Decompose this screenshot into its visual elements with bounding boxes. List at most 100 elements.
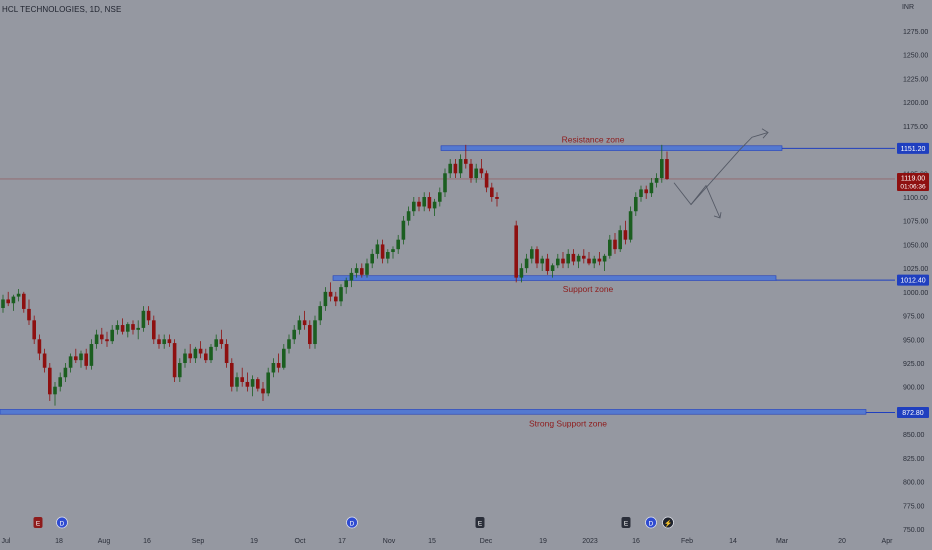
- candle-up[interactable]: [58, 377, 62, 387]
- candle-down[interactable]: [514, 225, 518, 278]
- candle-down[interactable]: [256, 379, 260, 389]
- candle-down[interactable]: [245, 381, 250, 387]
- symbol-title[interactable]: HCL TECHNOLOGIES, 1D, NSE: [2, 5, 122, 14]
- candle-up[interactable]: [634, 197, 638, 212]
- candle-down[interactable]: [571, 253, 576, 262]
- candle-down[interactable]: [261, 388, 265, 394]
- candle-up[interactable]: [654, 178, 659, 183]
- candle-up[interactable]: [576, 255, 581, 262]
- candle-up[interactable]: [89, 344, 94, 366]
- candle-down[interactable]: [188, 353, 192, 359]
- candle-up[interactable]: [323, 291, 328, 307]
- candle-down[interactable]: [302, 320, 307, 326]
- candle-down[interactable]: [224, 344, 229, 363]
- candle-down[interactable]: [535, 249, 539, 264]
- candle-down[interactable]: [131, 324, 135, 330]
- candle-up[interactable]: [282, 348, 286, 368]
- candle-up[interactable]: [16, 293, 21, 297]
- dividend-icon[interactable]: [346, 516, 358, 529]
- candle-down[interactable]: [22, 293, 26, 309]
- dividend-icon[interactable]: [56, 516, 68, 529]
- candle-down[interactable]: [453, 163, 458, 174]
- candle-down[interactable]: [484, 173, 489, 188]
- candle-up[interactable]: [438, 192, 442, 202]
- zone-rect[interactable]: [440, 145, 783, 151]
- last-price-tag[interactable]: [897, 172, 929, 191]
- candle-up[interactable]: [519, 268, 524, 278]
- candle-up[interactable]: [178, 363, 182, 378]
- candle-down[interactable]: [479, 168, 484, 174]
- projection-up-arrow[interactable]: [673, 132, 769, 206]
- candle-up[interactable]: [141, 310, 146, 328]
- candle-down[interactable]: [37, 339, 42, 354]
- candle-up[interactable]: [339, 287, 343, 302]
- candle-up[interactable]: [448, 163, 452, 174]
- candle-up[interactable]: [365, 263, 369, 275]
- candle-up[interactable]: [406, 211, 411, 221]
- candle-up[interactable]: [193, 348, 198, 359]
- candle-up[interactable]: [318, 306, 322, 321]
- candle-down[interactable]: [167, 339, 172, 344]
- candle-up[interactable]: [266, 372, 270, 394]
- candle-up[interactable]: [566, 253, 570, 264]
- candle-up[interactable]: [68, 356, 73, 368]
- candle-down[interactable]: [105, 339, 109, 342]
- candle-down[interactable]: [495, 197, 499, 199]
- candle-up[interactable]: [618, 230, 622, 250]
- candle-down[interactable]: [328, 291, 333, 297]
- candle-up[interactable]: [313, 320, 317, 345]
- candle-up[interactable]: [391, 249, 395, 253]
- candle-up[interactable]: [183, 353, 187, 363]
- candle-up[interactable]: [162, 339, 166, 345]
- candle-up[interactable]: [602, 255, 607, 262]
- candle-up[interactable]: [63, 367, 68, 378]
- candle-up[interactable]: [432, 201, 437, 209]
- candle-down[interactable]: [100, 334, 104, 340]
- candle-up[interactable]: [556, 258, 560, 266]
- candle-down[interactable]: [597, 258, 602, 262]
- candle-down[interactable]: [84, 353, 88, 366]
- candle-down[interactable]: [644, 189, 648, 194]
- strong-support-price-tag[interactable]: [897, 407, 929, 419]
- candle-up[interactable]: [375, 244, 380, 254]
- candle-up[interactable]: [354, 268, 359, 273]
- candle-up[interactable]: [401, 220, 406, 240]
- candle-up[interactable]: [115, 325, 120, 330]
- candle-up[interactable]: [136, 327, 140, 330]
- candle-up[interactable]: [209, 346, 213, 361]
- candle-down[interactable]: [464, 159, 468, 164]
- resistance-price-tag[interactable]: [897, 142, 929, 154]
- candle-up[interactable]: [443, 173, 447, 193]
- candle-up[interactable]: [79, 353, 83, 361]
- candle-down[interactable]: [204, 353, 208, 361]
- candle-down[interactable]: [6, 299, 10, 304]
- candle-up[interactable]: [386, 252, 390, 259]
- candle-up[interactable]: [287, 339, 291, 349]
- candle-down[interactable]: [152, 320, 156, 340]
- candle-down[interactable]: [469, 163, 473, 179]
- candle-down[interactable]: [613, 239, 617, 250]
- candle-up[interactable]: [639, 189, 643, 197]
- support-price-tag[interactable]: [897, 274, 929, 286]
- candle-down[interactable]: [32, 320, 36, 340]
- projection-down-arrow[interactable]: [690, 184, 721, 219]
- candle-down[interactable]: [665, 159, 669, 179]
- candle-down[interactable]: [120, 325, 125, 332]
- candle-down[interactable]: [42, 353, 47, 368]
- candle-down[interactable]: [172, 343, 177, 378]
- candle-down[interactable]: [230, 363, 234, 387]
- candle-down[interactable]: [240, 377, 244, 382]
- candle-down[interactable]: [360, 268, 364, 275]
- candle-down[interactable]: [27, 308, 31, 321]
- candle-up[interactable]: [297, 320, 302, 330]
- candle-up[interactable]: [422, 197, 426, 207]
- candle-down[interactable]: [545, 258, 550, 271]
- candle-down[interactable]: [587, 258, 591, 264]
- candle-down[interactable]: [198, 348, 203, 354]
- earnings-icon[interactable]: [33, 517, 43, 528]
- candle-up[interactable]: [292, 329, 296, 340]
- candle-up[interactable]: [126, 324, 130, 332]
- candle-up[interactable]: [396, 239, 400, 250]
- candle-up[interactable]: [628, 211, 633, 240]
